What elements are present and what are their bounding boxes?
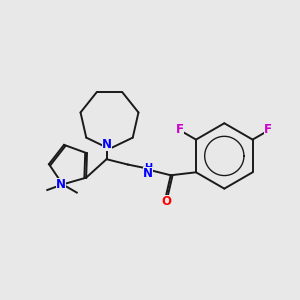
Text: F: F [176,123,184,136]
Text: O: O [161,195,171,208]
Text: N: N [102,138,112,151]
Text: N: N [143,167,153,180]
Text: F: F [264,123,272,136]
Text: H: H [144,163,152,172]
Text: N: N [56,178,66,191]
